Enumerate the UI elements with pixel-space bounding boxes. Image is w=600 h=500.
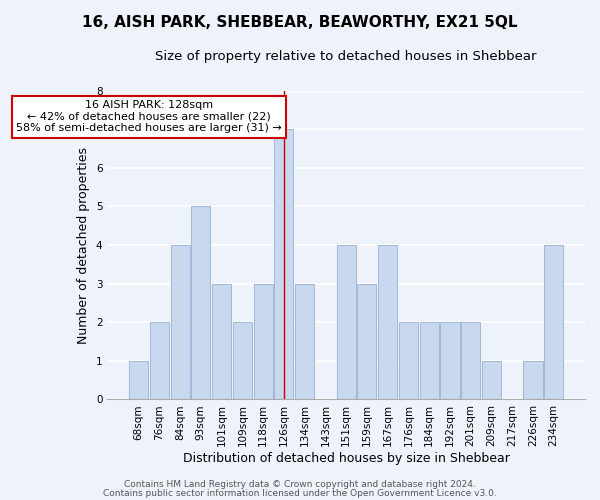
Bar (523, 361, 542, 400)
Bar (274, 129, 293, 400)
Bar (170, 245, 190, 400)
Bar (461, 322, 480, 400)
Bar (399, 322, 418, 400)
Text: Contains HM Land Registry data © Crown copyright and database right 2024.: Contains HM Land Registry data © Crown c… (124, 480, 476, 489)
Text: 16, AISH PARK, SHEBBEAR, BEAWORTHY, EX21 5QL: 16, AISH PARK, SHEBBEAR, BEAWORTHY, EX21… (82, 15, 518, 30)
Text: Contains public sector information licensed under the Open Government Licence v3: Contains public sector information licen… (103, 488, 497, 498)
Bar (191, 206, 211, 400)
Y-axis label: Number of detached properties: Number of detached properties (77, 146, 90, 344)
Bar (482, 361, 501, 400)
Bar (378, 245, 397, 400)
Bar (419, 322, 439, 400)
Bar (337, 245, 356, 400)
Bar (129, 361, 148, 400)
Bar (544, 245, 563, 400)
Bar (212, 284, 231, 400)
Title: Size of property relative to detached houses in Shebbear: Size of property relative to detached ho… (155, 50, 537, 63)
Bar (295, 284, 314, 400)
Text: 16 AISH PARK: 128sqm
← 42% of detached houses are smaller (22)
58% of semi-detac: 16 AISH PARK: 128sqm ← 42% of detached h… (16, 100, 282, 134)
Bar (358, 284, 376, 400)
Bar (233, 322, 252, 400)
Bar (440, 322, 460, 400)
Bar (150, 322, 169, 400)
X-axis label: Distribution of detached houses by size in Shebbear: Distribution of detached houses by size … (183, 452, 509, 465)
Bar (254, 284, 272, 400)
